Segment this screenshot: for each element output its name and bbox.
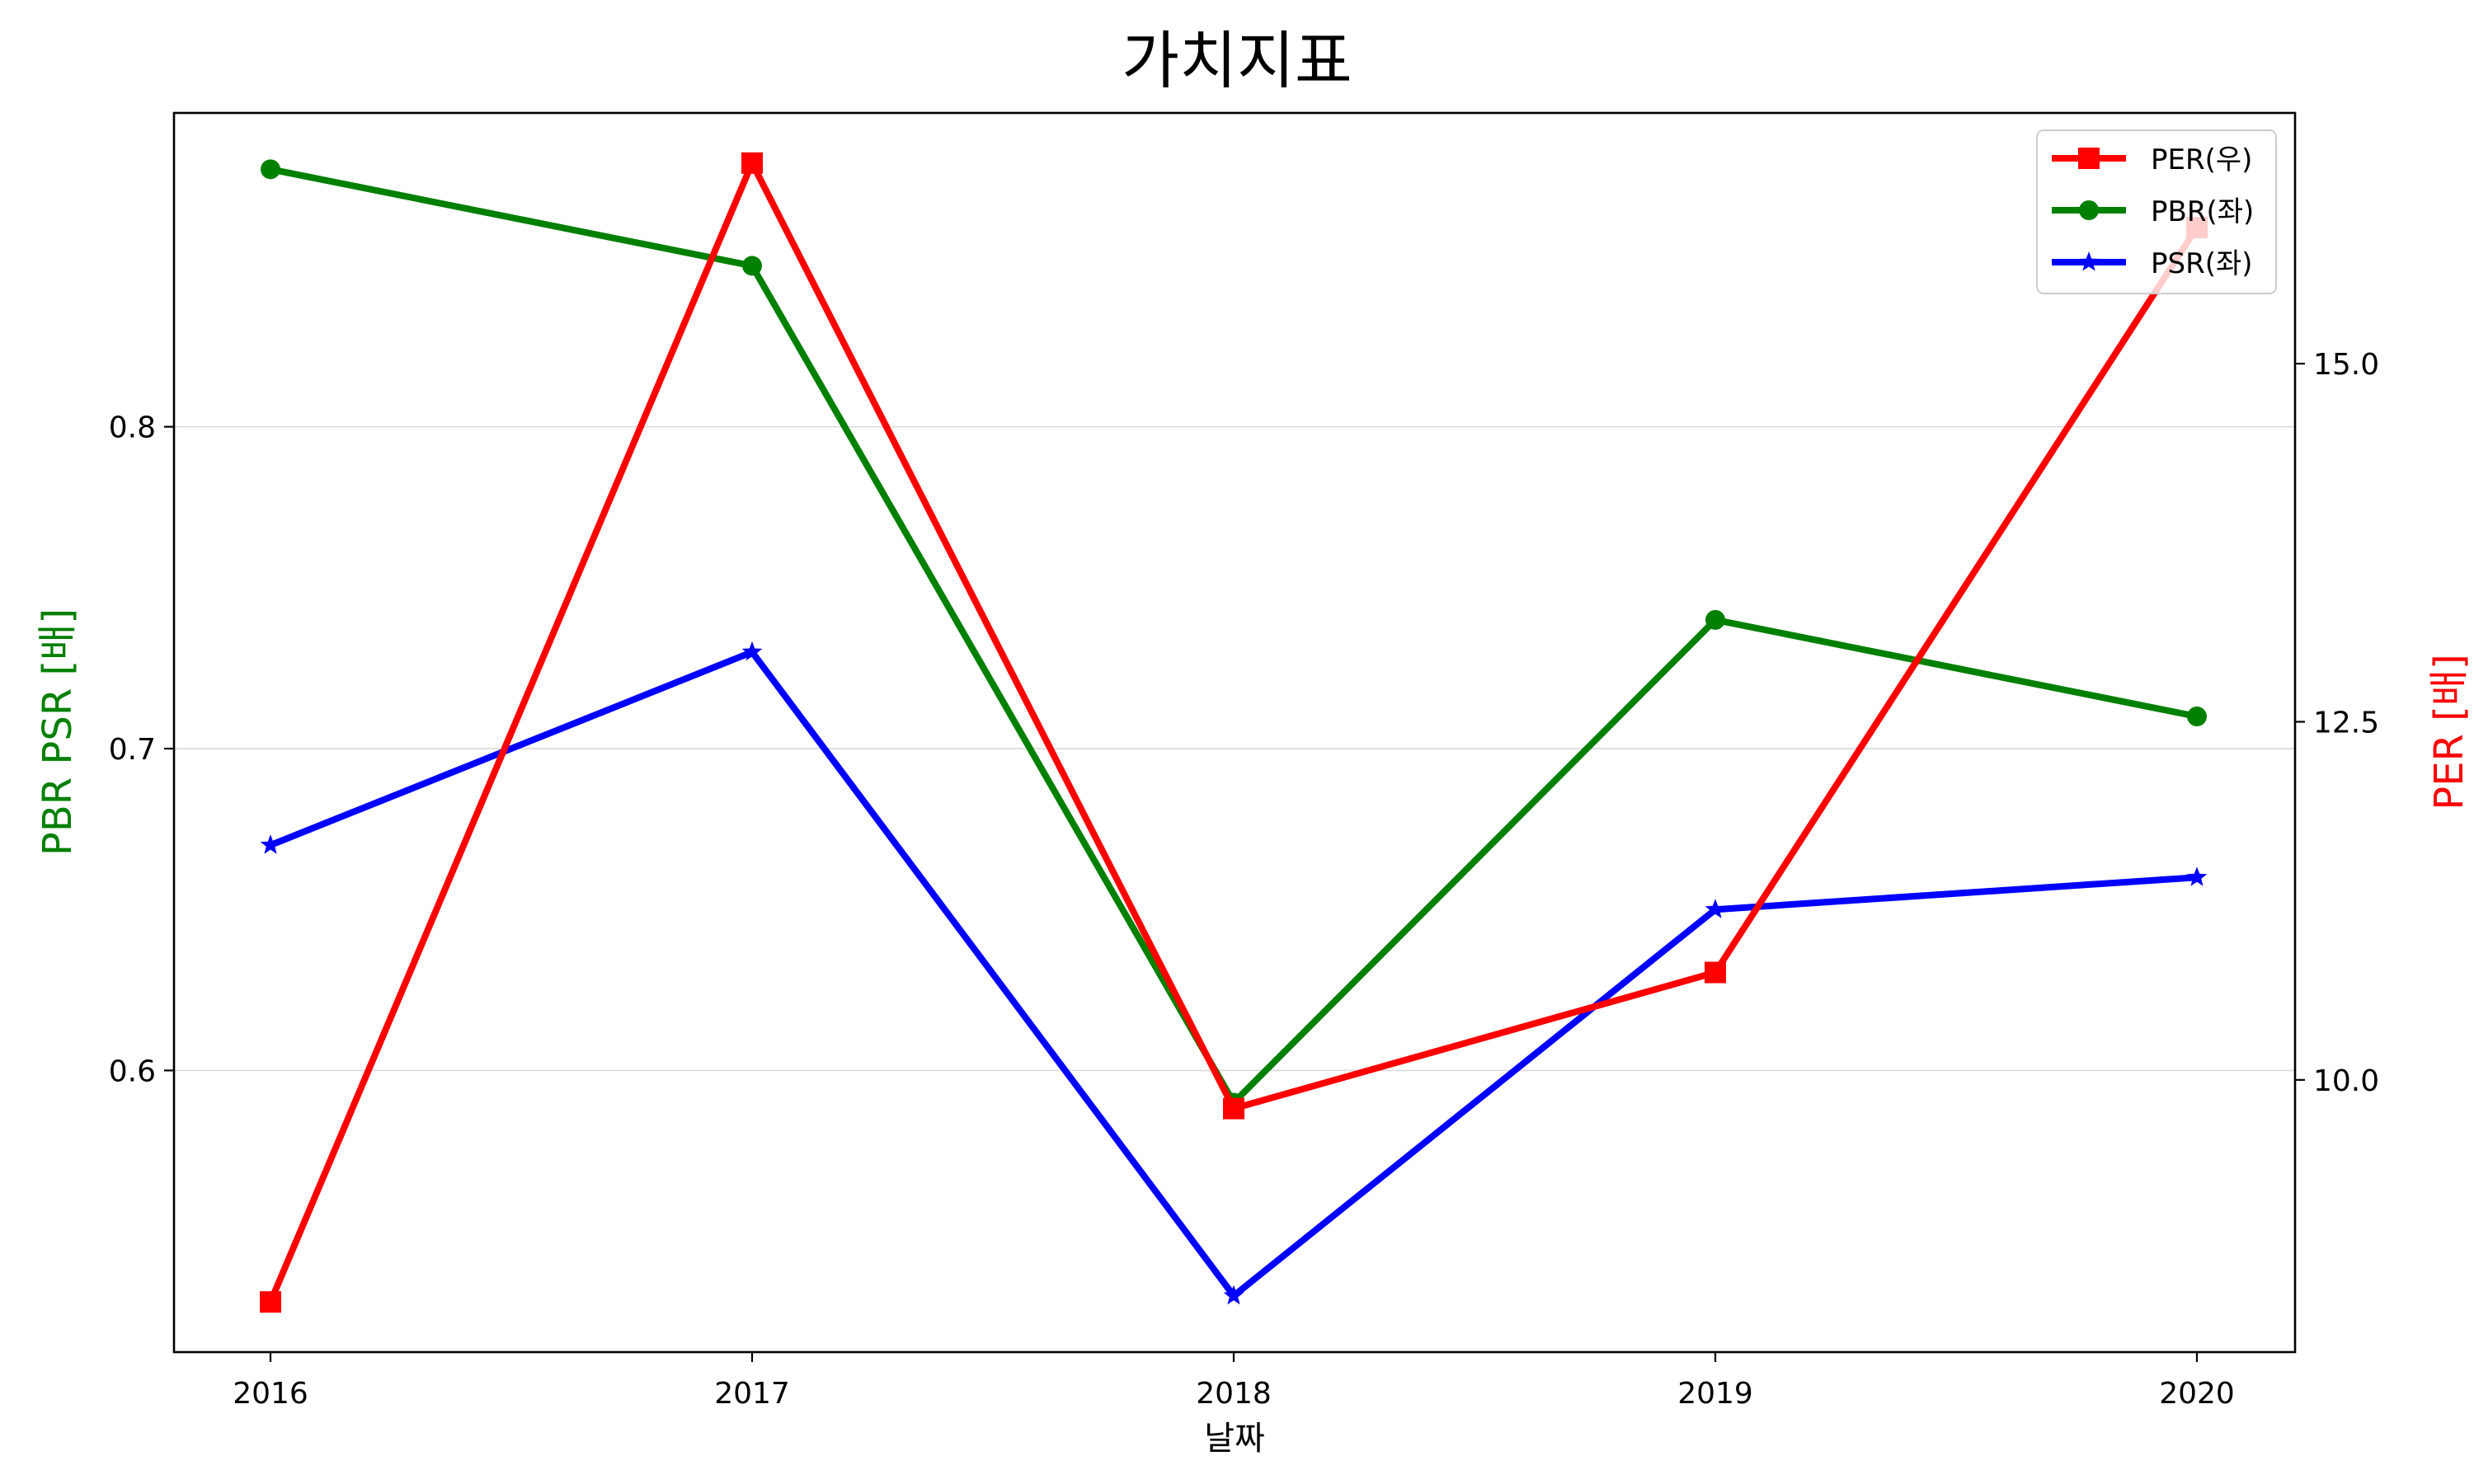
series-star-group bbox=[260, 641, 2208, 1305]
data-point bbox=[741, 641, 763, 661]
left-y-axis-ticks: 0.6 0.7 0.8 bbox=[109, 411, 174, 1088]
legend-entries: PER(우) PBR(좌) PSR(좌) bbox=[2052, 143, 2254, 280]
legend-box bbox=[2036, 129, 2277, 294]
data-point bbox=[1223, 1284, 1244, 1305]
left-y-axis-label: PBR PSR [배] bbox=[35, 608, 81, 856]
data-point bbox=[260, 1291, 281, 1313]
data-point bbox=[2186, 866, 2208, 886]
data-point bbox=[261, 159, 280, 180]
series-square-group bbox=[260, 152, 2208, 1313]
left-y-tick-label: 0.8 bbox=[109, 411, 156, 445]
x-axis-ticks: 2016 2017 2018 2019 2020 bbox=[233, 1352, 2235, 1411]
left-y-tick-label: 0.7 bbox=[109, 733, 156, 767]
x-tick-label: 2019 bbox=[1677, 1377, 1753, 1411]
right-y-axis-ticks: 10.0 12.5 15.0 bbox=[2295, 348, 2379, 1098]
legend-marker bbox=[2078, 251, 2100, 271]
x-tick-label: 2017 bbox=[714, 1377, 790, 1411]
data-point bbox=[741, 152, 763, 174]
data-point bbox=[1705, 609, 1725, 630]
left-y-tick-label: 0.6 bbox=[109, 1054, 156, 1088]
grid-lines bbox=[174, 425, 2295, 1072]
data-point bbox=[1223, 1097, 1244, 1120]
data-point bbox=[742, 256, 762, 276]
data-point bbox=[1705, 899, 1726, 918]
data-point bbox=[260, 834, 281, 854]
legend-marker bbox=[2078, 148, 2100, 169]
data-point bbox=[1705, 961, 1726, 984]
right-y-tick-label: 12.5 bbox=[2313, 706, 2379, 740]
legend-label: PSR(좌) bbox=[2151, 247, 2253, 280]
legend-label: PBR(좌) bbox=[2151, 195, 2254, 228]
legend-marker bbox=[2079, 200, 2099, 220]
x-axis-label: 날짜 bbox=[1204, 1420, 1265, 1458]
series-layer bbox=[260, 152, 2208, 1313]
chart-title: 가치지표 bbox=[1122, 24, 1352, 97]
data-point bbox=[2187, 706, 2207, 726]
x-tick-label: 2020 bbox=[2159, 1377, 2235, 1411]
x-tick-label: 2018 bbox=[1196, 1377, 1272, 1411]
x-tick-label: 2016 bbox=[233, 1377, 308, 1411]
right-y-axis-label: PER [배] bbox=[2426, 654, 2472, 810]
legend: PER(우) PBR(좌) PSR(좌) bbox=[2036, 129, 2277, 294]
right-y-tick-label: 15.0 bbox=[2313, 348, 2379, 382]
legend-label: PER(우) bbox=[2151, 143, 2252, 176]
right-y-tick-label: 10.0 bbox=[2313, 1064, 2379, 1098]
